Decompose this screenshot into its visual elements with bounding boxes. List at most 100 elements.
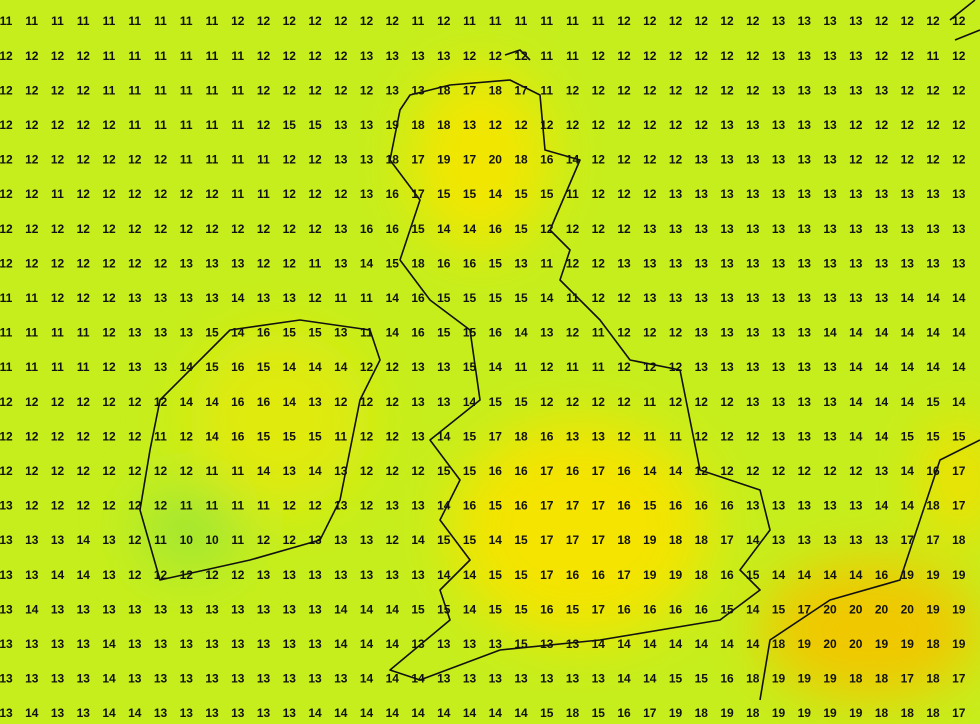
- temperature-value: 11: [309, 256, 322, 270]
- temperature-value: 13: [77, 706, 91, 720]
- temperature-value: 13: [308, 602, 322, 616]
- temperature-value: 17: [952, 706, 966, 720]
- temperature-value: 13: [231, 672, 245, 686]
- temperature-value: 12: [540, 222, 554, 236]
- temperature-value: 12: [386, 464, 400, 478]
- temperature-value: 19: [798, 706, 812, 720]
- temperature-value: 12: [617, 118, 631, 132]
- temperature-value: 12: [592, 222, 606, 236]
- temperature-value: 15: [205, 360, 219, 374]
- temperature-value: 12: [720, 14, 734, 28]
- temperature-value: 13: [205, 637, 219, 651]
- temperature-value: 13: [695, 360, 709, 374]
- temperature-value: 15: [437, 187, 451, 201]
- temperature-value: 13: [566, 672, 580, 686]
- temperature-shading: [140, 70, 980, 700]
- temperature-value: 15: [463, 464, 477, 478]
- temperature-value: 13: [463, 637, 477, 651]
- temperature-value: 12: [540, 118, 554, 132]
- temperature-value: 19: [798, 672, 812, 686]
- temperature-value: 12: [720, 395, 734, 409]
- temperature-value: 19: [952, 602, 966, 616]
- temperature-value: 11: [515, 360, 528, 374]
- temperature-value: 12: [0, 429, 13, 443]
- temperature-value: 13: [669, 256, 683, 270]
- temperature-value: 16: [411, 291, 425, 305]
- temperature-value: 13: [823, 49, 837, 63]
- temperature-value: 13: [617, 256, 631, 270]
- temperature-value: 16: [566, 464, 580, 478]
- temperature-value: 13: [514, 672, 528, 686]
- temperature-value: 13: [51, 706, 65, 720]
- temperature-value: 13: [411, 83, 425, 97]
- temperature-value: 12: [901, 153, 915, 167]
- temperature-value: 16: [669, 499, 683, 513]
- temperature-value: 14: [669, 464, 683, 478]
- temperature-value: 11: [25, 360, 38, 374]
- temperature-value: 13: [231, 706, 245, 720]
- temperature-value: 13: [308, 395, 322, 409]
- temperature-value: 11: [592, 360, 605, 374]
- temperature-value: 13: [205, 602, 219, 616]
- temperature-value: 15: [720, 602, 734, 616]
- temperature-value: 12: [257, 256, 271, 270]
- temperature-value: 15: [386, 256, 400, 270]
- temperature-value: 13: [411, 360, 425, 374]
- temperature-value: 13: [798, 14, 812, 28]
- temperature-value: 15: [926, 395, 940, 409]
- temperature-value: 13: [308, 568, 322, 582]
- temperature-value: 13: [746, 499, 760, 513]
- temperature-value: 13: [51, 602, 65, 616]
- temperature-value: 12: [386, 395, 400, 409]
- temperature-value: 12: [102, 222, 116, 236]
- temperature-value: 13: [51, 533, 65, 547]
- temperature-value: 12: [566, 118, 580, 132]
- temperature-value: 11: [206, 49, 219, 63]
- temperature-value: 13: [643, 256, 657, 270]
- temperature-value: 13: [849, 49, 863, 63]
- temperature-value: 13: [823, 533, 837, 547]
- temperature-value: 12: [592, 153, 606, 167]
- temperature-value: 13: [849, 83, 863, 97]
- temperature-value: 13: [205, 672, 219, 686]
- temperature-value: 13: [540, 672, 554, 686]
- temperature-value: 12: [205, 568, 219, 582]
- temperature-value: 16: [231, 429, 245, 443]
- temperature-value: 13: [437, 49, 451, 63]
- great-britain-coast: [389, 79, 771, 681]
- temperature-value: 14: [566, 153, 580, 167]
- temperature-value: 13: [283, 672, 297, 686]
- temperature-value: 12: [77, 256, 91, 270]
- temperature-value: 13: [720, 222, 734, 236]
- temperature-value: 19: [901, 637, 915, 651]
- temperature-value: 18: [617, 533, 631, 547]
- temperature-value: 11: [257, 153, 270, 167]
- temperature-value: 16: [386, 222, 400, 236]
- temperature-value: 20: [849, 602, 863, 616]
- temperature-value: 12: [540, 395, 554, 409]
- temperature-value: 17: [952, 672, 966, 686]
- temperature-value: 14: [746, 637, 760, 651]
- temperature-value: 12: [154, 395, 168, 409]
- temperature-value: 13: [669, 291, 683, 305]
- temperature-value: 12: [51, 499, 65, 513]
- temperature-value: 12: [669, 326, 683, 340]
- temperature-value: 11: [180, 118, 193, 132]
- temperature-value: 13: [154, 706, 168, 720]
- temperature-value: 20: [823, 602, 837, 616]
- temperature-value: 15: [643, 499, 657, 513]
- temperature-value: 13: [51, 672, 65, 686]
- temperature-value: 14: [643, 672, 657, 686]
- temperature-value: 13: [823, 291, 837, 305]
- temperature-value: 20: [489, 153, 503, 167]
- temperature-value: 13: [926, 222, 940, 236]
- temperature-value: 14: [540, 291, 554, 305]
- temperature-value: 12: [154, 256, 168, 270]
- temperature-value: 14: [437, 568, 451, 582]
- temperature-value: 12: [283, 153, 297, 167]
- temperature-value: 12: [205, 222, 219, 236]
- temperature-value: 18: [695, 568, 709, 582]
- temperature-value: 13: [231, 256, 245, 270]
- temperature-value: 13: [334, 464, 348, 478]
- temperature-value: 12: [283, 187, 297, 201]
